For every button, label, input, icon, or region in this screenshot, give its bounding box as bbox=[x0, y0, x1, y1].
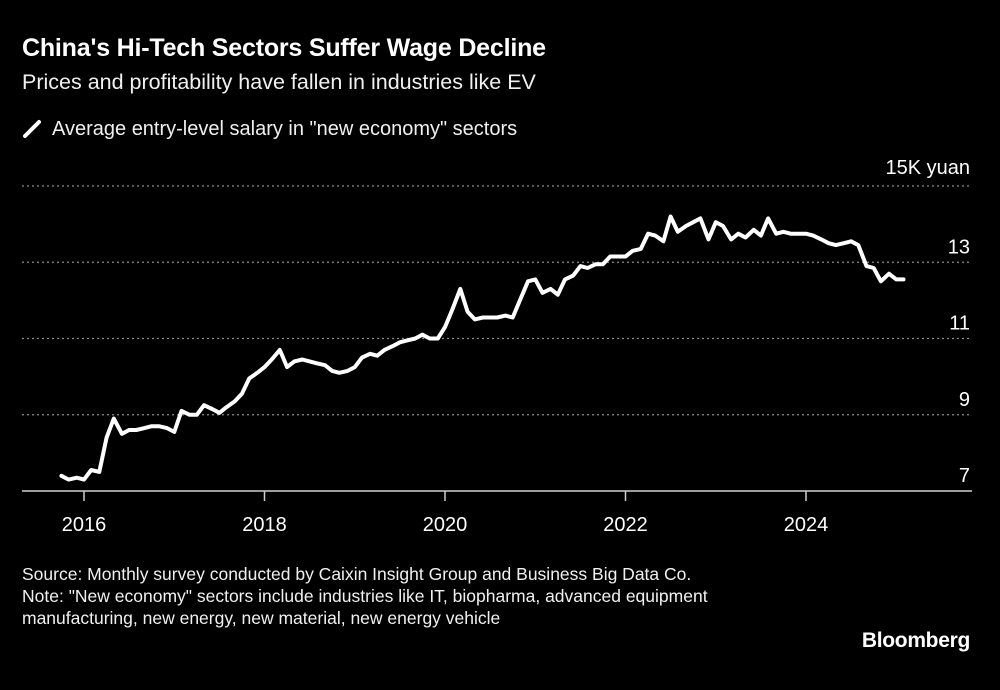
source-note: Source: Monthly survey conducted by Caix… bbox=[22, 564, 692, 584]
legend-line-icon bbox=[23, 120, 41, 138]
x-tick-label-2024: 2024 bbox=[784, 514, 829, 536]
y-tick-label-9: 9 bbox=[959, 389, 970, 411]
x-tick-label-2022: 2022 bbox=[603, 514, 648, 536]
x-tick-label-2018: 2018 bbox=[242, 514, 287, 536]
series-line-0 bbox=[59, 214, 906, 482]
bloomberg-logo: Bloomberg bbox=[861, 629, 970, 652]
x-tick-label-2016: 2016 bbox=[62, 514, 107, 536]
footnote: Note: "New economy" sectors include indu… bbox=[22, 586, 708, 628]
x-tick-label-2020: 2020 bbox=[423, 514, 468, 536]
y-tick-label-11: 11 bbox=[949, 313, 970, 335]
legend: Average entry-level salary in "new econo… bbox=[22, 116, 517, 142]
y-tick-label-13: 13 bbox=[948, 236, 970, 258]
legend-label: Average entry-level salary in "new econo… bbox=[52, 117, 518, 140]
y-tick-label-7: 7 bbox=[959, 465, 970, 487]
chart-title: China's Hi-Tech Sectors Suffer Wage Decl… bbox=[22, 34, 546, 62]
y-unit-label: 15K yuan bbox=[885, 157, 970, 179]
chart-subtitle: Prices and profitability have fallen in … bbox=[22, 70, 536, 94]
footer: Source: Monthly survey conducted by Caix… bbox=[22, 563, 802, 629]
